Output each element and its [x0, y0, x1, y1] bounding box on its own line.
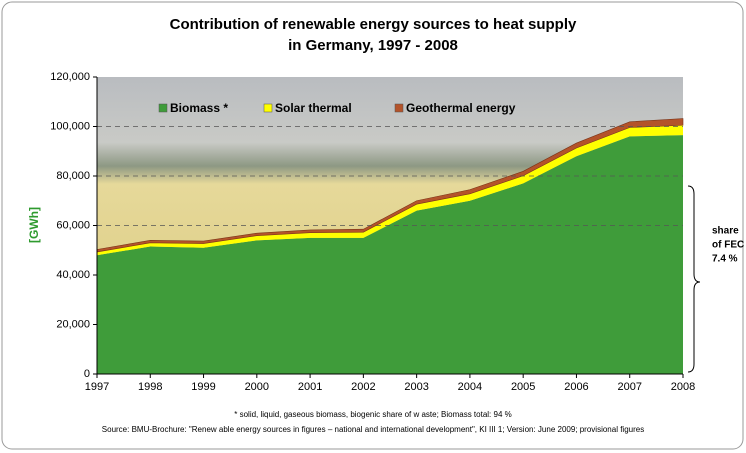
- legend-label: Geothermal energy: [406, 101, 516, 115]
- bracket: [687, 185, 701, 373]
- x-tick-label: 2004: [458, 381, 482, 393]
- y-tick-label: 100,000: [50, 120, 90, 132]
- x-tick-label: 1999: [191, 381, 215, 393]
- chart-title: in Germany, 1997 - 2008: [288, 37, 458, 54]
- x-tick-label: 2005: [511, 381, 535, 393]
- area: [96, 118, 684, 253]
- area: [97, 125, 683, 256]
- legend-swatch: [158, 103, 168, 113]
- x-tick-label: 2001: [298, 381, 322, 393]
- chart-title: Contribution of renewable energy sources…: [170, 16, 577, 33]
- y-tick-label: 60,000: [56, 219, 90, 231]
- legend-swatch: [394, 103, 404, 113]
- x-tick-label: 2008: [671, 381, 695, 393]
- legend-swatch: [263, 103, 273, 113]
- annotation: of FEC: [712, 240, 744, 251]
- y-axis-label: [GWh]: [27, 207, 41, 243]
- x-tick-label: 1998: [138, 381, 162, 393]
- x-tick-label: 2000: [245, 381, 269, 393]
- legend-label: Solar thermal: [275, 101, 352, 115]
- x-tick-label: 2002: [351, 381, 375, 393]
- x-tick-label: 2006: [564, 381, 588, 393]
- legend-label: Biomass *: [170, 101, 228, 115]
- x-tick-label: 2003: [404, 381, 428, 393]
- y-tick-label: 0: [84, 368, 90, 380]
- y-tick-label: 20,000: [56, 318, 90, 330]
- x-tick-label: 2007: [617, 381, 641, 393]
- area: [97, 135, 683, 374]
- annotation: 7.4 %: [712, 254, 738, 265]
- y-tick-label: 120,000: [50, 71, 90, 83]
- x-tick-label: 1997: [85, 381, 109, 393]
- y-tick-label: 40,000: [56, 269, 90, 281]
- annotation: share: [712, 226, 739, 237]
- source: Source: BMU-Brochure: "Renew able energy…: [102, 425, 644, 434]
- footnote: * solid, liquid, gaseous biomass, biogen…: [234, 410, 511, 419]
- y-tick-label: 80,000: [56, 170, 90, 182]
